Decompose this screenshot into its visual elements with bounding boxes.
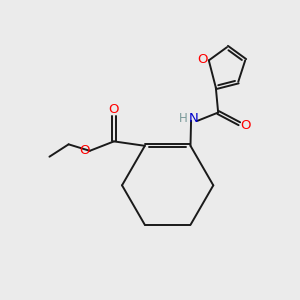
Text: O: O [197,53,208,66]
Text: N: N [189,112,199,125]
Text: H: H [178,112,187,125]
Text: O: O [79,144,90,157]
Text: O: O [109,103,119,116]
Text: O: O [241,119,251,132]
